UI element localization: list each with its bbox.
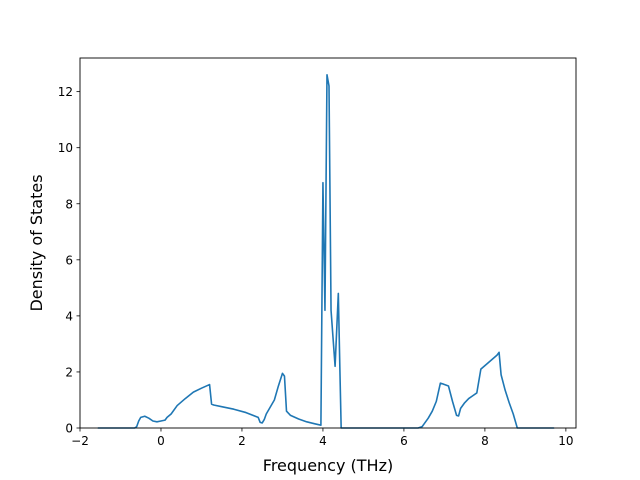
y-tick-label: 4 xyxy=(65,309,73,323)
x-tick-label: −2 xyxy=(71,434,89,448)
x-axis-ticks: −2 0 2 4 6 8 10 xyxy=(71,428,574,448)
y-tick-label: 6 xyxy=(65,253,73,267)
y-axis-label: Density of States xyxy=(27,174,46,311)
x-tick-label: 6 xyxy=(400,434,408,448)
dos-series-line xyxy=(97,74,555,429)
x-tick-label: 10 xyxy=(558,434,573,448)
y-tick-label: 8 xyxy=(65,197,73,211)
y-axis-ticks: 0 2 4 6 8 10 12 xyxy=(58,85,80,436)
x-tick-label: 8 xyxy=(481,434,489,448)
y-tick-label: 12 xyxy=(58,85,73,99)
y-tick-label: 0 xyxy=(65,422,73,436)
plot-area xyxy=(80,58,576,428)
axes-frame xyxy=(79,57,577,429)
y-tick-label: 2 xyxy=(65,365,73,379)
y-tick-label: 10 xyxy=(58,141,73,155)
x-axis-label: Frequency (THz) xyxy=(263,456,393,475)
x-tick-label: 2 xyxy=(238,434,246,448)
x-tick-label: 4 xyxy=(319,434,327,448)
x-tick-label: 0 xyxy=(157,434,165,448)
